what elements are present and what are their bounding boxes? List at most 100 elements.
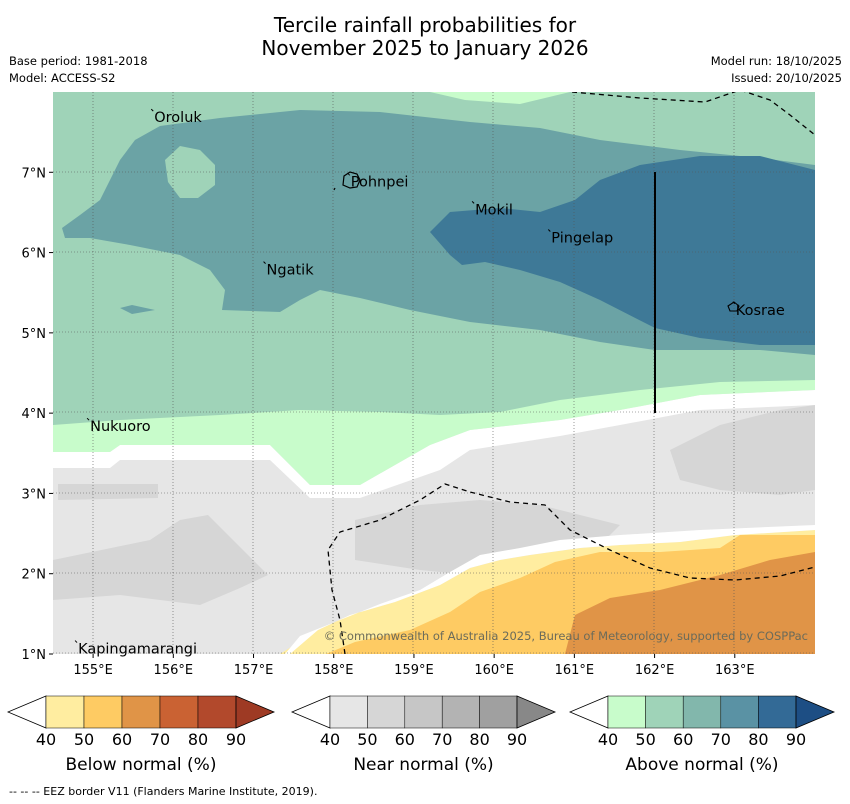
below-60-region bbox=[565, 552, 815, 654]
place-label-kosrae: Kosrae bbox=[736, 303, 785, 319]
colorbar-above-tick: 80 bbox=[748, 730, 768, 749]
colorbar-near-tick: 80 bbox=[469, 730, 489, 749]
colorbar-below-segment bbox=[83, 695, 123, 729]
colorbar-near-low-end bbox=[290, 695, 331, 729]
colorbar-near-tick: 90 bbox=[507, 730, 527, 749]
colorbar-near-tick: 50 bbox=[357, 730, 377, 749]
colorbar-above-tick: 60 bbox=[673, 730, 693, 749]
colorbar-above-tick: 50 bbox=[635, 730, 655, 749]
place-label-kapingamarangi: Kapingamarangi bbox=[78, 642, 197, 658]
colorbar-above-segment bbox=[645, 695, 684, 729]
axis-ticks: 155°E 156°E 157°E 158°E 159°E 160°E 161°E 162°E… bbox=[22, 166, 755, 678]
base-period-text: Base period: 1981-2018 bbox=[9, 54, 148, 68]
colorbar-above-tick: 40 bbox=[598, 730, 618, 749]
lat-tick-label: 4°N bbox=[22, 407, 47, 422]
colorbar-near-segment bbox=[479, 695, 518, 729]
colorbar-near: 40 50 60 70 80 90 bbox=[290, 695, 557, 749]
colorbar-below-tick: 50 bbox=[74, 730, 94, 749]
eez-border bbox=[327, 92, 815, 654]
colorbar-above-segment bbox=[607, 695, 646, 729]
pohnpei-island-shape bbox=[342, 171, 361, 189]
colorbars: 40 50 60 70 80 90 40 50 60 70 80 90 40 50 60 70 80 90 bbox=[6, 695, 836, 749]
colorbar-below: 40 50 60 70 80 90 bbox=[6, 695, 276, 749]
place-marker-nukuoro bbox=[86, 417, 90, 421]
colorbar-above-tick: 90 bbox=[786, 730, 806, 749]
place-label-pingelap: Pingelap bbox=[551, 231, 613, 247]
colorbar-near-tick: 60 bbox=[395, 730, 415, 749]
colorbar-below-segment bbox=[45, 695, 85, 729]
colorbar-below-segment bbox=[197, 695, 237, 729]
place-labels: Oroluk Pohnpei Mokil Pingelap Ngatik Kosrae Nu… bbox=[74, 108, 785, 658]
place-label-mokil: Mokil bbox=[475, 202, 513, 218]
lon-tick-label: 160°E bbox=[474, 663, 514, 678]
colorbar-below-tick: 40 bbox=[36, 730, 56, 749]
issued-text: Issued: 20/10/2025 bbox=[731, 71, 842, 85]
colorbar-above-segment bbox=[720, 695, 759, 729]
lon-tick-label: 155°E bbox=[73, 663, 113, 678]
pohnpei-reef-mark bbox=[333, 187, 336, 191]
lon-tick-label: 157°E bbox=[234, 663, 274, 678]
lon-tick-label: 158°E bbox=[314, 663, 354, 678]
colorbar-below-segment bbox=[121, 695, 161, 729]
place-label-pohnpei: Pohnpei bbox=[351, 174, 409, 190]
place-marker-pingelap bbox=[547, 229, 551, 232]
model-run-text: Model run: 18/10/2025 bbox=[710, 54, 842, 68]
place-marker-ngatik bbox=[263, 261, 266, 264]
lat-tick-label: 1°N bbox=[22, 648, 47, 663]
lat-tick-label: 5°N bbox=[22, 327, 47, 342]
above-50-hole bbox=[165, 146, 215, 198]
place-label-nukuoro: Nukuoro bbox=[90, 419, 151, 435]
page-title: Tercile rainfall probabilities for Novem… bbox=[0, 14, 850, 60]
colorbar-below-low-end bbox=[6, 695, 47, 729]
title-line-1: Tercile rainfall probabilities for bbox=[273, 13, 577, 37]
footer-note: -- -- -- EEZ border V11 (Flanders Marine… bbox=[9, 785, 318, 798]
colorbar-above-tick: 70 bbox=[711, 730, 731, 749]
lat-tick-label: 3°N bbox=[22, 487, 47, 502]
near-50-patch-east bbox=[670, 405, 815, 495]
near-50-patch-southwest bbox=[53, 515, 268, 605]
colorbar-near-segment bbox=[441, 695, 480, 729]
place-label-ngatik: Ngatik bbox=[267, 263, 315, 279]
colorbar-below-high-end bbox=[235, 695, 276, 729]
title-line-2: November 2025 to January 2026 bbox=[261, 36, 589, 60]
lon-tick-label: 159°E bbox=[394, 663, 434, 678]
place-marker-kosrae bbox=[732, 301, 736, 305]
place-marker-kapingamarangi bbox=[74, 640, 78, 643]
model-text: Model: ACCESS-S2 bbox=[9, 71, 116, 85]
place-marker-mokil bbox=[471, 201, 475, 204]
colorbar-above-segment bbox=[758, 695, 797, 729]
lon-tick-label: 156°E bbox=[154, 663, 194, 678]
colorbar-label-above: Above normal (%) bbox=[625, 755, 779, 775]
colorbar-below-tick: 60 bbox=[112, 730, 132, 749]
colorbar-above-segment bbox=[682, 695, 722, 729]
near-50-patch-west bbox=[58, 484, 158, 500]
above-70-region bbox=[430, 156, 815, 345]
meta-left: Base period: 1981-2018 Model: ACCESS-S2 bbox=[9, 53, 148, 87]
colorbar-near-segment bbox=[367, 695, 406, 729]
lat-tick-label: 7°N bbox=[22, 166, 47, 181]
colorbar-below-tick: 80 bbox=[188, 730, 208, 749]
colorbar-near-segment bbox=[329, 695, 368, 729]
lon-tick-label: 161°E bbox=[555, 663, 595, 678]
transition-band-south bbox=[285, 525, 815, 654]
meta-right: Model run: 18/10/2025 Issued: 20/10/2025 bbox=[711, 53, 842, 87]
place-marker-pohnpei bbox=[347, 172, 351, 176]
colorbar-above-low-end bbox=[568, 695, 609, 729]
lat-tick-label: 2°N bbox=[22, 568, 47, 583]
colorbar-near-segment bbox=[404, 695, 443, 729]
colorbar-near-tick: 40 bbox=[320, 730, 340, 749]
transition-band-north bbox=[53, 390, 815, 498]
colorbar-above: 40 50 60 70 80 90 bbox=[568, 695, 836, 749]
colorbar-below-tick: 90 bbox=[226, 730, 246, 749]
place-label-oroluk: Oroluk bbox=[154, 110, 202, 126]
map-fill-layers bbox=[53, 92, 815, 654]
place-marker-oroluk bbox=[150, 108, 154, 112]
colorbar-above-high-end bbox=[795, 695, 836, 729]
colorbar-below-segment bbox=[159, 695, 199, 729]
colorbar-near-high-end bbox=[516, 695, 557, 729]
colorbar-label-below: Below normal (%) bbox=[65, 755, 217, 775]
colorbar-near-tick: 70 bbox=[432, 730, 452, 749]
lon-tick-label: 163°E bbox=[715, 663, 755, 678]
graticule bbox=[53, 92, 815, 654]
